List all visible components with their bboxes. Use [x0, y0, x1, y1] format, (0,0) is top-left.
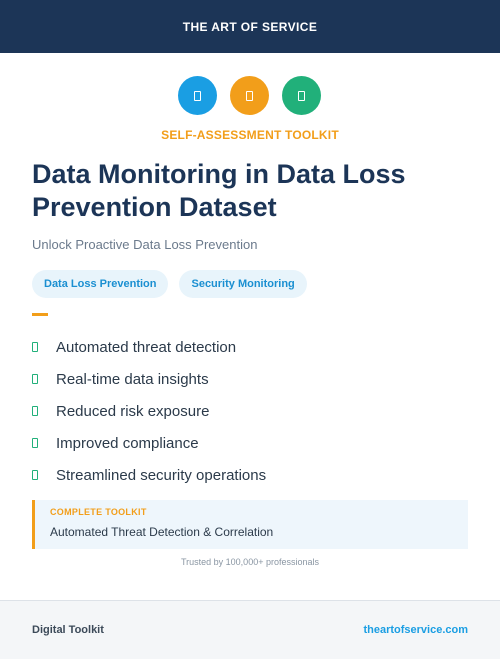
footer-label: Digital Toolkit [32, 624, 104, 636]
tag-security-monitoring: Security Monitoring [179, 270, 307, 298]
document-glyph [297, 90, 305, 101]
document-icon [229, 76, 269, 115]
benefit-text: Real-time data insights [56, 370, 209, 388]
toolkit-callout: COMPLETE TOOLKIT Automated Threat Detect… [32, 500, 468, 549]
benefit-list: Automated threat detection Real-time dat… [32, 331, 266, 491]
trusted-note: Trusted by 100,000+ professionals [180, 557, 319, 567]
list-item: Automated threat detection [32, 331, 266, 363]
brand-title: THE ART OF SERVICE [182, 19, 318, 34]
toolkit-kicker: SELF-ASSESSMENT TOOLKIT [161, 128, 339, 142]
icon-row [0, 76, 500, 115]
tag-list: Data Loss Prevention Security Monitoring [32, 270, 307, 298]
check-icon [32, 374, 38, 384]
list-item: Reduced risk exposure [32, 395, 266, 427]
benefit-text: Reduced risk exposure [56, 402, 210, 420]
footer: Digital Toolkit theartofservice.com [0, 600, 500, 659]
document-icon [177, 76, 217, 115]
document-glyph [193, 90, 201, 101]
list-item: Real-time data insights [32, 363, 266, 395]
accent-divider [32, 313, 48, 316]
document-icon [281, 76, 321, 115]
benefit-text: Improved compliance [56, 434, 199, 452]
check-icon [32, 470, 38, 480]
document-glyph [245, 90, 253, 101]
top-banner: THE ART OF SERVICE [0, 0, 500, 53]
benefit-text: Streamlined security operations [56, 466, 267, 484]
benefit-text: Automated threat detection [56, 338, 237, 356]
check-icon [32, 406, 38, 416]
list-item: Improved compliance [32, 427, 266, 459]
page-title: Data Monitoring in Data Loss Prevention … [32, 159, 406, 222]
website-link[interactable]: theartofservice.com [363, 624, 468, 636]
tag-data-loss-prevention: Data Loss Prevention [32, 270, 169, 298]
callout-label: COMPLETE TOOLKIT [50, 507, 147, 517]
check-icon [32, 438, 38, 448]
check-icon [32, 342, 38, 352]
callout-text: Automated Threat Detection & Correlation [50, 525, 274, 539]
list-item: Streamlined security operations [32, 459, 266, 491]
page-subtitle: Unlock Proactive Data Loss Prevention [32, 237, 258, 252]
